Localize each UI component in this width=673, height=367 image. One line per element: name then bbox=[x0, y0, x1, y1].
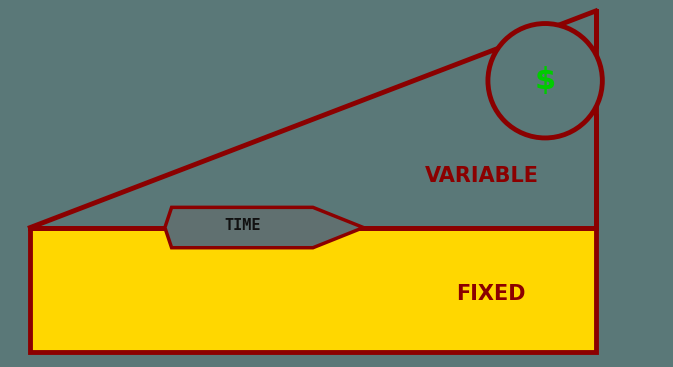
Text: TIME: TIME bbox=[224, 218, 260, 233]
Text: VARIABLE: VARIABLE bbox=[425, 166, 538, 186]
Polygon shape bbox=[165, 207, 363, 248]
Text: $: $ bbox=[534, 66, 556, 95]
Text: FIXED: FIXED bbox=[456, 284, 526, 304]
Ellipse shape bbox=[488, 23, 602, 138]
Bar bbox=[30, 228, 596, 352]
Polygon shape bbox=[30, 11, 596, 228]
